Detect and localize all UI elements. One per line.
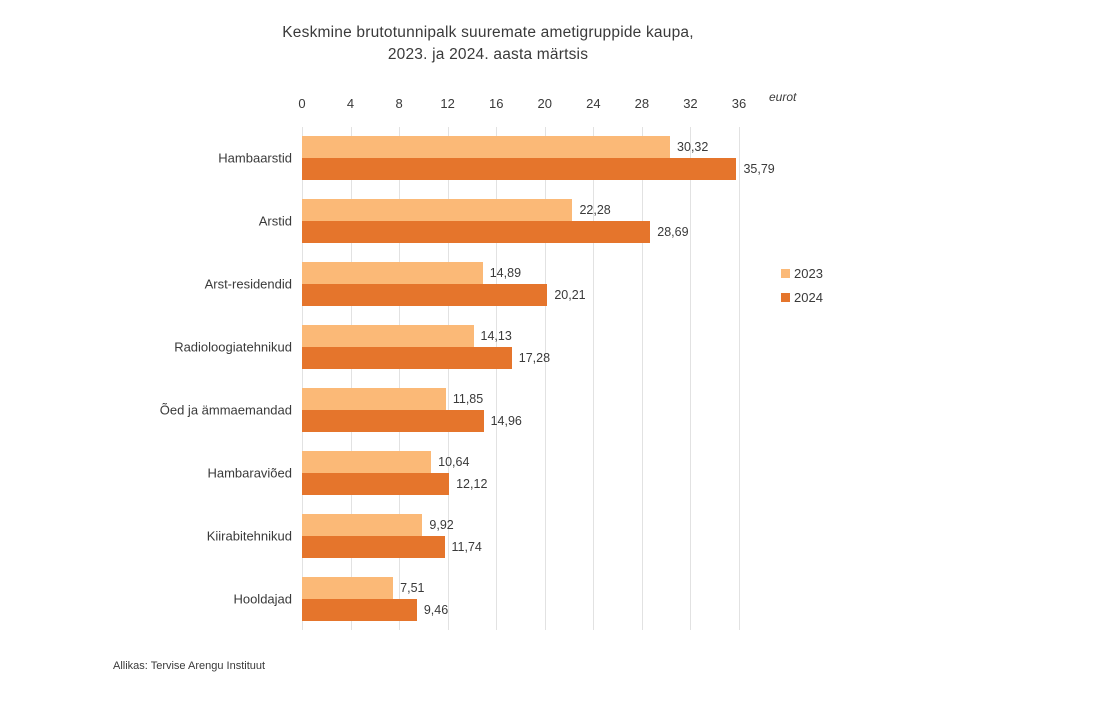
- value-label: 9,92: [429, 517, 454, 532]
- value-label: 9,46: [423, 602, 449, 617]
- legend-swatch-2023: [781, 269, 790, 278]
- gridline: [496, 127, 498, 630]
- value-label: 20,21: [554, 288, 586, 303]
- bar-2024: [302, 347, 512, 370]
- x-axis-tick: 8: [395, 96, 403, 111]
- value-label: 10,64: [438, 454, 470, 469]
- source-note: Allikas: Tervise Arengu Instituut: [113, 660, 266, 672]
- legend-label: 2023: [794, 266, 823, 281]
- bar-2024: [302, 409, 484, 432]
- bar-2024: [302, 598, 417, 621]
- gridline: [350, 127, 352, 630]
- x-axis-tick: 32: [683, 96, 698, 111]
- category-label: Hooldajad: [233, 591, 292, 607]
- bar-2024: [302, 472, 450, 495]
- x-axis-tick: 20: [537, 96, 552, 111]
- gridline: [690, 127, 692, 630]
- bar-2023: [302, 262, 483, 285]
- x-axis-tick: 36: [731, 96, 747, 111]
- gridline: [447, 127, 449, 630]
- category-label: Kiirabitehnikud: [206, 528, 292, 544]
- bar-2023: [302, 199, 573, 222]
- bar-2023: [302, 325, 474, 348]
- category-label: Arst-residendid: [204, 276, 292, 292]
- value-label: 28,69: [657, 225, 689, 240]
- value-label: 14,96: [490, 413, 522, 428]
- bar-2023: [302, 576, 394, 599]
- x-axis-tick: 24: [586, 96, 601, 111]
- legend-item-2023: 2023: [781, 266, 823, 281]
- value-label: 14,89: [489, 266, 522, 281]
- axis-unit-label: eurot: [769, 90, 797, 104]
- bar-2023: [302, 136, 671, 159]
- legend-item-2024: 2024: [781, 290, 823, 305]
- legend-swatch-2024: [781, 293, 790, 302]
- category-label: Hambaraviõed: [207, 465, 292, 481]
- x-axis-tick: 0: [298, 96, 306, 111]
- value-label: 30,32: [677, 140, 709, 155]
- gridline: [593, 127, 595, 630]
- bar-2024: [302, 535, 445, 558]
- value-label: 11,85: [452, 391, 484, 406]
- legend-label: 2024: [794, 290, 823, 305]
- x-axis-tick: 12: [440, 96, 455, 111]
- value-label: 7,51: [400, 580, 425, 595]
- gridline: [544, 127, 546, 630]
- value-label: 11,74: [451, 539, 482, 554]
- bar-2023: [302, 387, 446, 410]
- x-axis: 0 4 8 12 16 20 24 28 32 36: [298, 96, 746, 112]
- plot-area: 30,32 35,79 22,28 28,69 14,89 20,21 14,13 17,28…: [302, 127, 775, 630]
- value-label: 14,13: [480, 329, 512, 344]
- gridline: [399, 127, 401, 630]
- x-axis-tick: 4: [346, 96, 355, 111]
- gridline: [641, 127, 643, 630]
- category-label: Õed ja ämmaemandad: [159, 402, 292, 418]
- bar-2024: [302, 158, 737, 181]
- value-label: 17,28: [518, 351, 551, 366]
- x-axis-tick: 28: [634, 96, 650, 111]
- bar-2024: [302, 284, 548, 307]
- chart-title: Keskmine brutotunnipalk suuremate ametig…: [282, 24, 694, 63]
- category-label: Hambaarstid: [218, 150, 292, 166]
- bar-2024: [302, 221, 651, 244]
- category-label: Arstid: [258, 213, 292, 229]
- x-axis-tick: 16: [488, 96, 504, 111]
- legend: 2023 2024: [781, 266, 823, 314]
- category-label: Radioloogiatehnikud: [174, 339, 292, 355]
- gridline: [302, 127, 303, 630]
- value-label: 12,12: [456, 476, 488, 491]
- gridline: [739, 127, 740, 630]
- bar-2023: [302, 450, 432, 473]
- value-label: 35,79: [743, 162, 775, 177]
- bar-2023: [302, 513, 423, 536]
- value-label: 22,28: [579, 203, 611, 218]
